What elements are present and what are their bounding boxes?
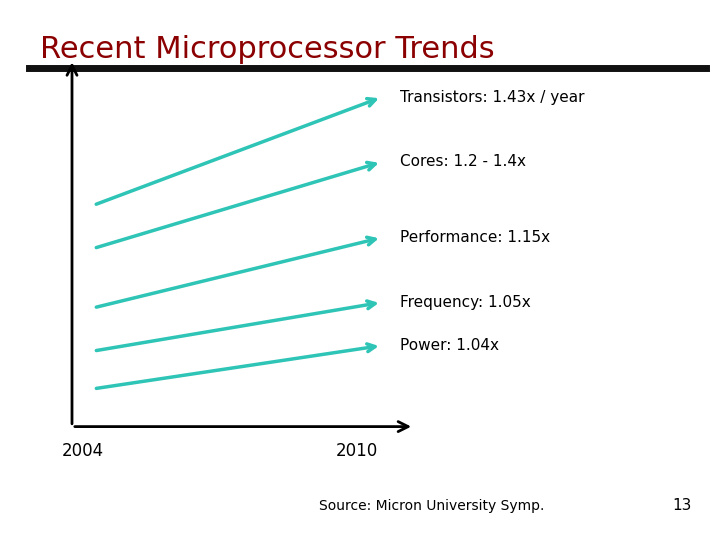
Text: Performance: 1.15x: Performance: 1.15x	[400, 230, 550, 245]
Text: 13: 13	[672, 498, 691, 514]
Text: Power: 1.04x: Power: 1.04x	[400, 338, 498, 353]
Text: Recent Microprocessor Trends: Recent Microprocessor Trends	[40, 35, 494, 64]
Text: Transistors: 1.43x / year: Transistors: 1.43x / year	[400, 90, 584, 105]
Text: 2010: 2010	[336, 442, 377, 460]
Text: 2004: 2004	[62, 442, 104, 460]
Text: Cores: 1.2 - 1.4x: Cores: 1.2 - 1.4x	[400, 154, 526, 170]
Text: Source: Micron University Symp.: Source: Micron University Symp.	[319, 500, 545, 514]
Text: Frequency: 1.05x: Frequency: 1.05x	[400, 295, 531, 310]
